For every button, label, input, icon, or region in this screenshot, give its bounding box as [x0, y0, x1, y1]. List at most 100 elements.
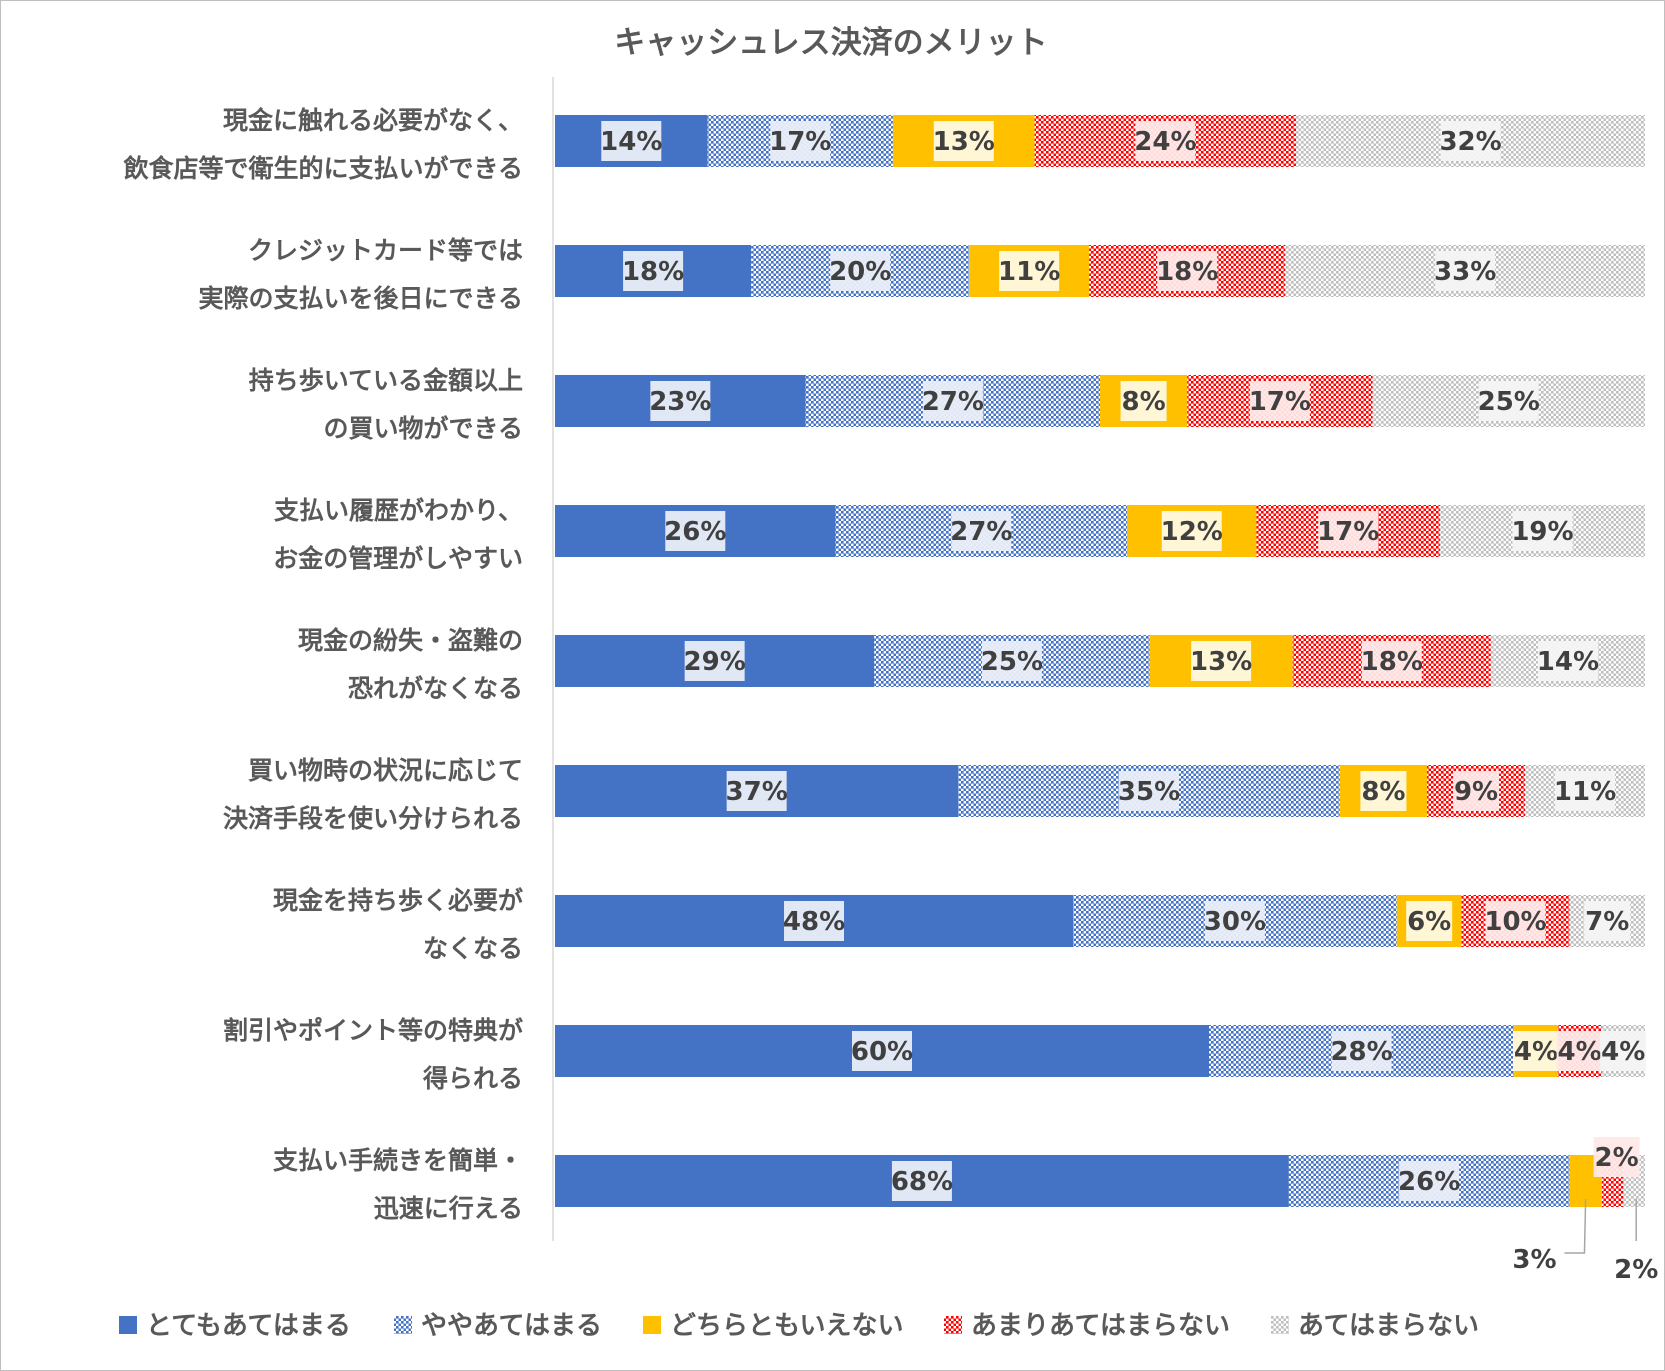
chart-title: キャッシュレス決済のメリット — [614, 25, 1047, 61]
data-label-box — [1440, 121, 1501, 161]
data-label: 18% — [622, 257, 684, 287]
category-label: なくなる — [423, 934, 523, 963]
data-label: 24% — [1134, 127, 1196, 157]
data-label: 17% — [1317, 517, 1379, 547]
data-label-box — [1191, 641, 1252, 681]
data-label: 29% — [684, 647, 746, 677]
data-label: 10% — [1484, 907, 1546, 937]
legend: とてもあてはまる ややあてはまる どちらともいえない あまりあてはまらない あてはまらな… — [119, 1311, 1479, 1341]
data-label-box — [922, 381, 983, 421]
legend-label: どちらともいえない — [670, 1311, 903, 1341]
data-label: 19% — [1511, 517, 1573, 547]
legend-swatch — [119, 1316, 137, 1334]
category-labels: 現金に触れる必要がなく、飲食店等で衛生的に支払いができるクレジットカード等では実… — [122, 106, 523, 1223]
data-label-box — [623, 251, 684, 291]
data-label: 4% — [1514, 1037, 1558, 1067]
data-label-box — [891, 1161, 952, 1201]
data-label-box — [1204, 901, 1265, 941]
category-label: 買い物時の状況に応じて — [248, 756, 523, 785]
data-label-box — [1135, 121, 1196, 161]
data-label-box — [1593, 1137, 1640, 1177]
category-label: 現金の紛失・盗難の — [298, 626, 523, 655]
data-label: 27% — [950, 517, 1012, 547]
category-label: クレジットカード等では — [248, 236, 523, 265]
data-label: 18% — [1361, 647, 1423, 677]
legend-swatch — [1271, 1316, 1289, 1334]
legend-swatch — [394, 1316, 412, 1334]
category-label: の買い物ができる — [323, 414, 523, 443]
data-label-box — [1120, 381, 1167, 421]
data-label: 68% — [891, 1167, 953, 1197]
data-label-box — [1331, 1031, 1392, 1071]
data-label: 8% — [1361, 777, 1405, 807]
category-label: 恐れがなくなる — [348, 674, 523, 703]
data-label-box — [1157, 251, 1218, 291]
legend-label: ややあてはまる — [421, 1311, 602, 1341]
category-label: 割引やポイント等の特典が — [223, 1016, 523, 1045]
legend-swatch — [944, 1316, 962, 1334]
data-label-box — [601, 121, 662, 161]
data-label: 11% — [998, 257, 1060, 287]
data-label: 7% — [1585, 907, 1629, 937]
data-label: 48% — [783, 907, 845, 937]
data-label-box — [770, 121, 831, 161]
data-label: 25% — [981, 647, 1043, 677]
category-label: 支払い履歴がわかり、 — [274, 496, 523, 525]
data-label-box — [951, 511, 1012, 551]
category-label: 持ち歩いている金額以上 — [249, 366, 523, 395]
data-label: 33% — [1434, 257, 1496, 287]
legend-label: あまりあてはまらない — [971, 1311, 1230, 1341]
category-label: 迅速に行える — [374, 1194, 523, 1223]
data-label-box — [1485, 901, 1546, 941]
data-label: 26% — [664, 517, 726, 547]
leader-line — [1564, 1198, 1587, 1254]
data-label-box — [665, 511, 726, 551]
data-label: 60% — [851, 1037, 913, 1067]
data-label-box — [1361, 641, 1422, 681]
data-label: 17% — [769, 127, 831, 157]
data-label: 6% — [1407, 907, 1451, 937]
data-label-box — [1318, 511, 1379, 551]
data-label-box — [1478, 381, 1539, 421]
category-label: 得られる — [422, 1064, 523, 1093]
category-label: 実際の支払いを後日にできる — [198, 284, 523, 313]
data-label: 37% — [726, 777, 788, 807]
data-label-box — [1584, 901, 1631, 941]
data-label-box — [933, 121, 994, 161]
data-label-box — [650, 381, 711, 421]
data-label: 26% — [1398, 1167, 1460, 1197]
data-label-box — [1406, 901, 1453, 941]
data-label: 25% — [1478, 387, 1540, 417]
data-label: 14% — [600, 127, 662, 157]
data-label: 20% — [829, 257, 891, 287]
data-label: 27% — [922, 387, 984, 417]
data-label: 18% — [1156, 257, 1218, 287]
data-label: 35% — [1118, 777, 1180, 807]
data-label-box — [1513, 1031, 1559, 1071]
legend-label: あてはまらない — [1298, 1311, 1479, 1341]
data-label: 11% — [1554, 777, 1616, 807]
data-label: 14% — [1537, 647, 1599, 677]
data-label-box — [1161, 511, 1222, 551]
data-label-box — [999, 251, 1060, 291]
data-label-box — [1600, 1031, 1647, 1071]
data-label: 13% — [933, 127, 995, 157]
data-label-box — [830, 251, 891, 291]
category-label: 支払い手続きを簡単・ — [273, 1146, 523, 1175]
category-label: お金の管理がしやすい — [273, 544, 523, 573]
data-label: 3% — [1512, 1245, 1556, 1275]
data-label-box — [1435, 251, 1496, 291]
data-label-box — [1453, 771, 1500, 811]
data-label: 17% — [1249, 387, 1311, 417]
data-label: 13% — [1190, 647, 1252, 677]
legend-label: とてもあてはまる — [146, 1311, 351, 1341]
data-label-box — [726, 771, 787, 811]
data-label-box — [1249, 381, 1310, 421]
data-label: 32% — [1439, 127, 1501, 157]
data-label: 9% — [1454, 777, 1498, 807]
data-label-box — [1537, 641, 1598, 681]
data-labels: 14% 17% 13% 24% 32% 18% 20% 11% 18% 33% 23% 27% 8% 17… — [600, 121, 1658, 1285]
data-label: 30% — [1204, 907, 1266, 937]
